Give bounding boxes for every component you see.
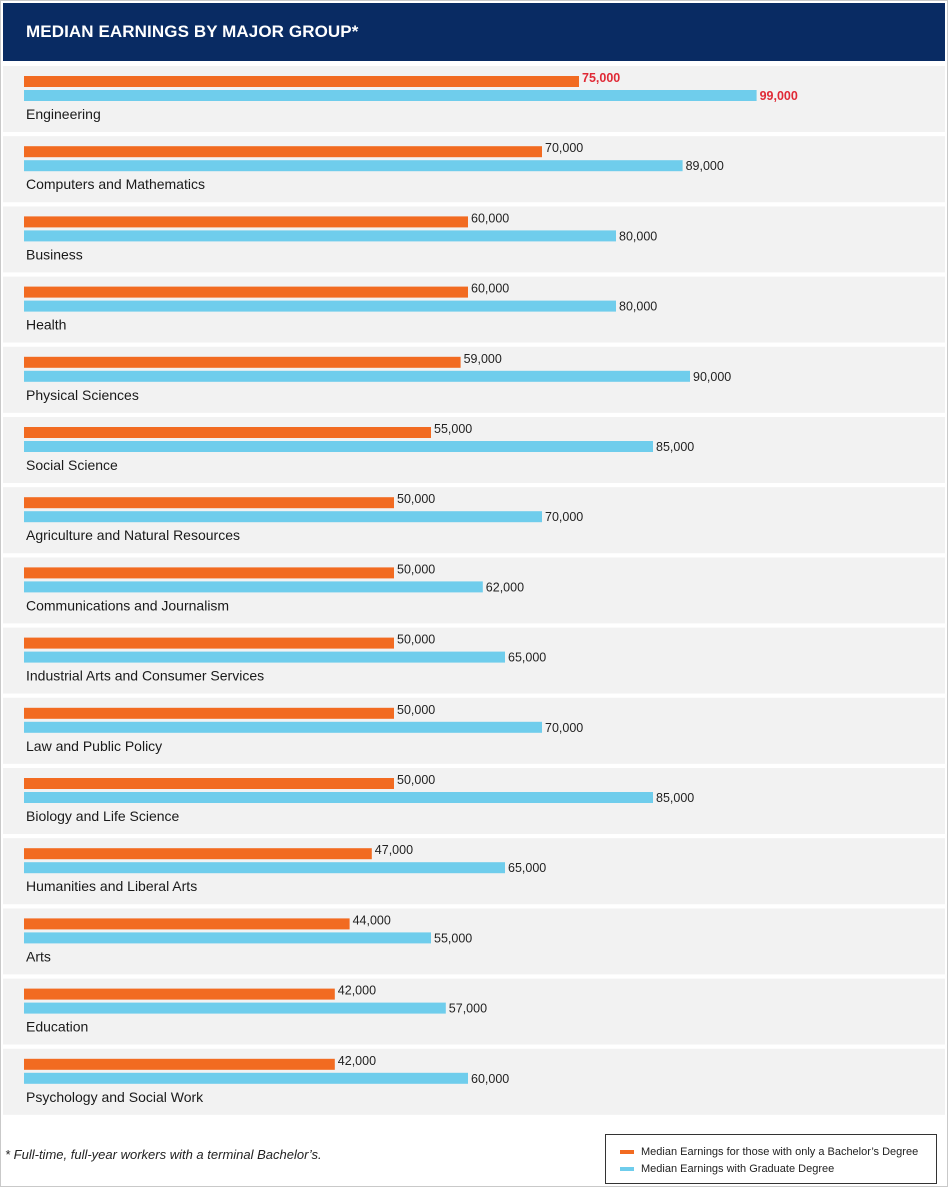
data-label-graduate: 65,000 bbox=[508, 651, 546, 665]
bar-bachelor bbox=[24, 1058, 335, 1070]
legend-label-graduate: Median Earnings with Graduate Degree bbox=[641, 1162, 835, 1175]
data-label-graduate: 60,000 bbox=[471, 1072, 509, 1086]
bar-graduate bbox=[24, 581, 483, 593]
data-label-graduate: 57,000 bbox=[449, 1002, 487, 1016]
data-label-graduate: 85,000 bbox=[656, 440, 694, 454]
bar-bachelor bbox=[24, 567, 394, 579]
data-label-graduate: 62,000 bbox=[486, 580, 524, 594]
data-label-bachelor: 50,000 bbox=[397, 773, 435, 787]
bar-graduate bbox=[24, 1002, 446, 1014]
bar-graduate bbox=[24, 90, 757, 101]
bar-graduate bbox=[24, 300, 616, 312]
bar-graduate bbox=[24, 862, 505, 874]
bar-graduate bbox=[24, 651, 505, 663]
data-label-graduate: 70,000 bbox=[545, 510, 583, 524]
category-label: Industrial Arts and Consumer Services bbox=[26, 668, 264, 684]
category-label: Biology and Life Science bbox=[26, 808, 180, 824]
bar-bachelor bbox=[24, 427, 431, 438]
data-label-bachelor: 50,000 bbox=[397, 703, 435, 717]
category-label: Physical Sciences bbox=[26, 387, 139, 403]
data-label-bachelor: 50,000 bbox=[397, 633, 435, 647]
legend-swatch-graduate bbox=[620, 1166, 634, 1171]
bar-graduate bbox=[24, 441, 653, 452]
bar-bachelor bbox=[24, 637, 394, 649]
data-label-graduate: 70,000 bbox=[545, 721, 583, 735]
data-label-bachelor: 59,000 bbox=[464, 352, 502, 366]
category-label: Engineering bbox=[26, 106, 101, 122]
data-label-bachelor: 60,000 bbox=[471, 282, 509, 296]
legend-swatch-bachelor bbox=[620, 1149, 634, 1154]
legend-item-bachelor: Median Earnings for those with only a Ba… bbox=[606, 1143, 936, 1160]
category-label: Psychology and Social Work bbox=[26, 1089, 204, 1105]
category-label: Law and Public Policy bbox=[26, 738, 162, 754]
bar-graduate bbox=[24, 1072, 468, 1084]
data-label-graduate: 90,000 bbox=[693, 370, 731, 384]
bar-bachelor bbox=[24, 707, 394, 719]
bar-bachelor bbox=[24, 918, 350, 930]
bar-bachelor bbox=[24, 286, 468, 298]
category-label: Arts bbox=[26, 948, 51, 964]
data-label-graduate: 85,000 bbox=[656, 791, 694, 805]
data-label-graduate: 55,000 bbox=[434, 931, 472, 945]
data-label-bachelor: 70,000 bbox=[545, 141, 583, 155]
category-label: Communications and Journalism bbox=[26, 597, 229, 613]
legend-item-graduate: Median Earnings with Graduate Degree bbox=[606, 1160, 936, 1177]
category-label: Business bbox=[26, 246, 83, 262]
data-label-bachelor: 75,000 bbox=[582, 71, 620, 85]
chart-title: MEDIAN EARNINGS BY MAJOR GROUP* bbox=[3, 3, 945, 61]
bar-graduate bbox=[24, 230, 616, 242]
category-label: Humanities and Liberal Arts bbox=[26, 878, 197, 894]
data-label-graduate: 80,000 bbox=[619, 229, 657, 243]
bar-graduate bbox=[24, 511, 542, 523]
bar-graduate bbox=[24, 721, 542, 733]
bar-bachelor bbox=[24, 356, 461, 368]
bar-bachelor bbox=[24, 778, 394, 789]
data-label-bachelor: 44,000 bbox=[353, 913, 391, 927]
data-label-graduate: 89,000 bbox=[686, 159, 724, 173]
bar-graduate bbox=[24, 932, 431, 944]
bar-bachelor bbox=[24, 76, 579, 87]
data-label-bachelor: 50,000 bbox=[397, 492, 435, 506]
bar-bachelor bbox=[24, 497, 394, 509]
footnote: * Full-time, full-year workers with a te… bbox=[5, 1147, 322, 1162]
legend: Median Earnings for those with only a Ba… bbox=[605, 1134, 937, 1184]
data-label-bachelor: 55,000 bbox=[434, 422, 472, 436]
category-label: Computers and Mathematics bbox=[26, 176, 205, 192]
data-label-graduate: 65,000 bbox=[508, 861, 546, 875]
bar-graduate bbox=[24, 792, 653, 803]
data-label-bachelor: 42,000 bbox=[338, 984, 376, 998]
category-label: Agriculture and Natural Resources bbox=[26, 527, 240, 543]
bar-bachelor bbox=[24, 848, 372, 860]
category-label: Social Science bbox=[26, 457, 118, 473]
data-label-bachelor: 50,000 bbox=[397, 562, 435, 576]
data-label-graduate: 80,000 bbox=[619, 300, 657, 314]
data-label-bachelor: 47,000 bbox=[375, 843, 413, 857]
data-label-graduate: 99,000 bbox=[760, 89, 798, 103]
bar-bachelor bbox=[24, 216, 468, 228]
bar-chart: 75,000 99,000 Engineering 70,000 89,000 Compu… bbox=[3, 61, 945, 1116]
bar-chart-svg: 75,000 99,000 Engineering 70,000 89,000 Compu… bbox=[3, 66, 945, 1115]
legend-label-bachelor: Median Earnings for those with only a Ba… bbox=[641, 1145, 919, 1158]
bar-bachelor bbox=[24, 146, 542, 158]
bar-bachelor bbox=[24, 988, 335, 1000]
category-label: Health bbox=[26, 317, 66, 333]
data-label-bachelor: 42,000 bbox=[338, 1054, 376, 1068]
bar-graduate bbox=[24, 160, 683, 172]
bar-graduate bbox=[24, 370, 690, 382]
category-label: Education bbox=[26, 1019, 88, 1035]
data-label-bachelor: 60,000 bbox=[471, 211, 509, 225]
